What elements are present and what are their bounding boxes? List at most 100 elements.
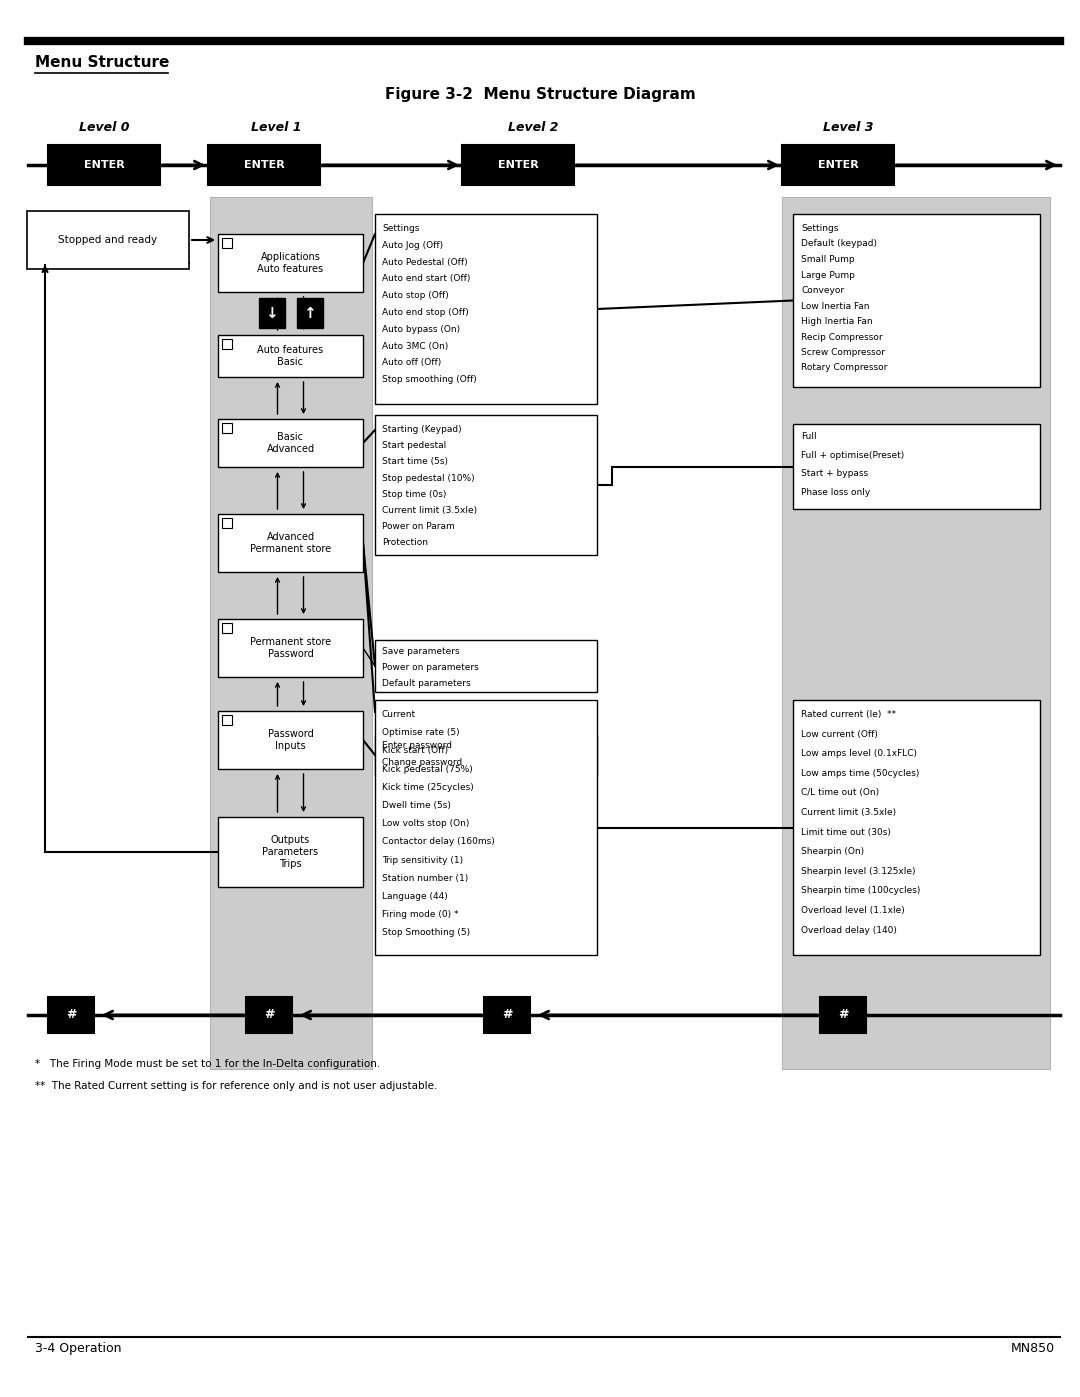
Text: Firing mode (0) *: Firing mode (0) * xyxy=(382,911,459,919)
Text: Full + optimise(Preset): Full + optimise(Preset) xyxy=(801,450,904,460)
Text: Default (keypad): Default (keypad) xyxy=(801,239,877,249)
Text: Small Pump: Small Pump xyxy=(801,256,854,264)
Text: Kick start (Off): Kick start (Off) xyxy=(382,746,448,756)
Text: Starting (Keypad): Starting (Keypad) xyxy=(382,425,461,434)
Text: *   The Firing Mode must be set to 1 for the In-Delta configuration.: * The Firing Mode must be set to 1 for t… xyxy=(35,1059,380,1069)
FancyBboxPatch shape xyxy=(820,997,866,1032)
FancyBboxPatch shape xyxy=(375,735,597,775)
Text: ENTER: ENTER xyxy=(83,161,124,170)
Text: Overload level (1.1xle): Overload level (1.1xle) xyxy=(801,907,905,915)
Text: Current limit (3.5xle): Current limit (3.5xle) xyxy=(382,506,477,515)
Text: Dwell time (5s): Dwell time (5s) xyxy=(382,800,450,810)
Text: Recip Compressor: Recip Compressor xyxy=(801,332,882,341)
Text: Password
Inputs: Password Inputs xyxy=(268,729,313,750)
FancyBboxPatch shape xyxy=(218,711,363,768)
Text: Contactor delay (160ms): Contactor delay (160ms) xyxy=(382,837,495,847)
FancyBboxPatch shape xyxy=(793,214,1040,387)
Text: Level 0: Level 0 xyxy=(79,122,130,134)
FancyBboxPatch shape xyxy=(222,623,232,633)
Text: Basic
Advanced: Basic Advanced xyxy=(267,432,314,454)
Text: Overload delay (140): Overload delay (140) xyxy=(801,926,896,935)
Text: Low Inertia Fan: Low Inertia Fan xyxy=(801,302,869,310)
Text: #: # xyxy=(838,1009,848,1021)
Text: Power on Param: Power on Param xyxy=(382,522,455,531)
Text: Level 2: Level 2 xyxy=(508,122,558,134)
Text: C/L time out (On): C/L time out (On) xyxy=(801,788,879,798)
Text: Start + bypass: Start + bypass xyxy=(801,469,868,478)
Text: Auto off (Off): Auto off (Off) xyxy=(382,359,442,367)
Text: Start time (5s): Start time (5s) xyxy=(382,457,448,467)
Text: Shearpin time (100cycles): Shearpin time (100cycles) xyxy=(801,887,920,895)
FancyBboxPatch shape xyxy=(222,237,232,249)
Text: Settings: Settings xyxy=(382,224,419,233)
Text: Rated current (Ie)  **: Rated current (Ie) ** xyxy=(801,710,896,719)
Text: Large Pump: Large Pump xyxy=(801,271,855,279)
FancyBboxPatch shape xyxy=(375,640,597,692)
Text: Rotary Compressor: Rotary Compressor xyxy=(801,363,888,373)
Text: #: # xyxy=(264,1009,274,1021)
Text: Menu Structure: Menu Structure xyxy=(35,54,170,70)
Text: Auto stop (Off): Auto stop (Off) xyxy=(382,291,449,300)
FancyBboxPatch shape xyxy=(222,339,232,349)
Text: Save parameters: Save parameters xyxy=(382,647,460,657)
FancyBboxPatch shape xyxy=(218,817,363,887)
FancyBboxPatch shape xyxy=(218,419,363,467)
FancyBboxPatch shape xyxy=(375,214,597,404)
Text: Phase loss only: Phase loss only xyxy=(801,488,870,496)
Text: Settings: Settings xyxy=(801,224,838,233)
FancyBboxPatch shape xyxy=(793,425,1040,509)
Text: #: # xyxy=(66,1009,77,1021)
FancyBboxPatch shape xyxy=(782,145,894,184)
FancyBboxPatch shape xyxy=(208,145,320,184)
FancyBboxPatch shape xyxy=(297,298,323,328)
Text: Low amps level (0.1xFLC): Low amps level (0.1xFLC) xyxy=(801,749,917,759)
FancyBboxPatch shape xyxy=(782,197,1050,1069)
Text: Level 3: Level 3 xyxy=(823,122,874,134)
Text: Full: Full xyxy=(801,432,816,441)
Text: Language (44): Language (44) xyxy=(382,893,448,901)
Text: Outputs
Parameters
Trips: Outputs Parameters Trips xyxy=(262,835,319,869)
Text: Station number (1): Station number (1) xyxy=(382,873,469,883)
Text: Stop pedestal (10%): Stop pedestal (10%) xyxy=(382,474,474,482)
FancyBboxPatch shape xyxy=(375,415,597,555)
Text: Low volts stop (On): Low volts stop (On) xyxy=(382,819,470,828)
FancyBboxPatch shape xyxy=(218,514,363,571)
FancyBboxPatch shape xyxy=(48,145,160,184)
Text: Figure 3-2  Menu Structure Diagram: Figure 3-2 Menu Structure Diagram xyxy=(384,87,696,102)
Text: Stopped and ready: Stopped and ready xyxy=(58,235,158,244)
Text: Auto Pedestal (Off): Auto Pedestal (Off) xyxy=(382,257,468,267)
Text: Stop Smoothing (5): Stop Smoothing (5) xyxy=(382,929,470,937)
FancyBboxPatch shape xyxy=(218,235,363,292)
Text: Current: Current xyxy=(382,710,416,719)
Text: Default parameters: Default parameters xyxy=(382,679,471,687)
Text: Auto 3MC (On): Auto 3MC (On) xyxy=(382,342,448,351)
Text: Optimise rate (5): Optimise rate (5) xyxy=(382,728,460,738)
Text: ENTER: ENTER xyxy=(498,161,538,170)
Text: MN850: MN850 xyxy=(1011,1343,1055,1355)
Text: Permanent store
Password: Permanent store Password xyxy=(249,637,332,659)
Text: Auto Jog (Off): Auto Jog (Off) xyxy=(382,240,443,250)
Text: Advanced
Permanent store: Advanced Permanent store xyxy=(249,532,332,553)
Text: ENTER: ENTER xyxy=(244,161,284,170)
Text: High Inertia Fan: High Inertia Fan xyxy=(801,317,873,326)
Text: Limit time out (30s): Limit time out (30s) xyxy=(801,827,891,837)
Text: Screw Compressor: Screw Compressor xyxy=(801,348,885,358)
Text: Trip sensitivity (1): Trip sensitivity (1) xyxy=(382,855,463,865)
FancyBboxPatch shape xyxy=(222,423,232,433)
Text: Auto end start (Off): Auto end start (Off) xyxy=(382,274,471,284)
Text: Shearpin (On): Shearpin (On) xyxy=(801,847,864,856)
FancyBboxPatch shape xyxy=(27,211,189,270)
Text: Low current (Off): Low current (Off) xyxy=(801,729,878,739)
Text: Start pedestal: Start pedestal xyxy=(382,441,446,450)
Text: Level 1: Level 1 xyxy=(251,122,301,134)
Text: Protection: Protection xyxy=(382,538,428,548)
FancyBboxPatch shape xyxy=(222,715,232,725)
Text: #: # xyxy=(502,1009,512,1021)
Text: Auto end stop (Off): Auto end stop (Off) xyxy=(382,307,469,317)
FancyBboxPatch shape xyxy=(222,518,232,528)
Text: Power on parameters: Power on parameters xyxy=(382,664,478,672)
Text: Enter password: Enter password xyxy=(382,740,453,750)
Text: Auto bypass (On): Auto bypass (On) xyxy=(382,324,460,334)
Text: Stop smoothing (Off): Stop smoothing (Off) xyxy=(382,376,476,384)
Text: ↑: ↑ xyxy=(303,306,315,320)
